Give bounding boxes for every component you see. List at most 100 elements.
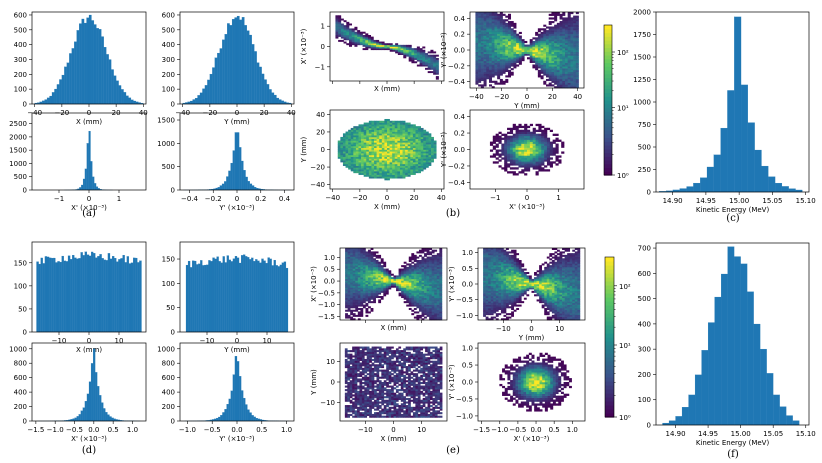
- heatmap-cell: [413, 263, 417, 266]
- heatmap-cell: [501, 149, 505, 152]
- heatmap-cell: [544, 135, 548, 138]
- heatmap-cell: [412, 138, 416, 141]
- heatmap-cell: [478, 40, 482, 44]
- heatmap-cell: [418, 129, 421, 132]
- heatmap-cell: [357, 282, 361, 285]
- heatmap-cell: [556, 37, 560, 40]
- heatmap-cell: [537, 50, 541, 53]
- heatmap-cell: [366, 129, 370, 132]
- heatmap-cell: [402, 120, 406, 123]
- heatmap-cell: [384, 156, 388, 159]
- heatmap-cell: [424, 253, 427, 256]
- heatmap-cell: [494, 64, 498, 67]
- heatmap-cell: [489, 141, 494, 144]
- x-axis-label: X (mm): [76, 346, 102, 354]
- heatmap-cell: [350, 167, 354, 170]
- heatmap-cell: [509, 151, 514, 154]
- heatmap-cell: [570, 50, 574, 53]
- heatmap-cell: [499, 22, 503, 25]
- heatmap-cell: [434, 265, 438, 268]
- heatmap-cell: [374, 122, 377, 125]
- heatmap-cell: [565, 55, 569, 58]
- heatmap-cell: [505, 40, 509, 44]
- heatmap-cell: [370, 277, 374, 280]
- heatmap-cell: [408, 294, 412, 297]
- heatmap-cell: [362, 48, 366, 51]
- heatmap-cell: [429, 302, 433, 305]
- heatmap-cell: [365, 263, 369, 266]
- heatmap-cell: [567, 15, 571, 18]
- heatmap-cell: [497, 75, 501, 78]
- histogram-bar: [254, 187, 257, 191]
- heatmap-cell: [551, 80, 555, 83]
- heatmap-cell: [345, 302, 348, 305]
- heatmap-cell: [490, 318, 494, 321]
- heatmap-cell: [361, 124, 364, 127]
- heatmap-cell: [554, 42, 558, 45]
- heatmap-cell: [433, 62, 437, 65]
- heatmap-cell: [340, 154, 344, 157]
- heatmap-cell: [374, 120, 377, 123]
- heatmap-cell: [475, 42, 479, 45]
- y-tick-label: 1000: [9, 160, 27, 168]
- heatmap-cell: [485, 311, 489, 314]
- heatmap-cell: [387, 158, 390, 161]
- heatmap-cell: [433, 51, 437, 54]
- heatmap-cell: [435, 72, 439, 75]
- heatmap-cell: [350, 140, 354, 143]
- y-tick-label: 1500: [157, 117, 175, 125]
- heatmap-cell: [431, 285, 435, 288]
- heatmap-cell: [551, 12, 555, 15]
- heatmap-cell: [502, 13, 506, 16]
- heatmap-cell: [375, 272, 379, 275]
- heatmap-cell: [554, 40, 558, 44]
- heatmap-cell: [403, 280, 407, 283]
- heatmap-cell: [396, 287, 399, 290]
- heatmap-cell: [350, 311, 354, 314]
- heatmap-cell: [379, 149, 383, 152]
- heatmap-cell: [436, 270, 440, 273]
- heatmap-cell: [515, 133, 519, 136]
- heatmap-cell: [498, 135, 502, 138]
- heatmap-cell: [570, 69, 574, 73]
- heatmap-cell: [401, 282, 404, 285]
- heatmap-cell: [373, 268, 376, 271]
- heatmap-cell: [340, 140, 344, 143]
- heatmap-cell: [504, 149, 508, 152]
- heatmap-cell: [368, 127, 372, 131]
- heatmap-cell: [567, 37, 571, 40]
- heatmap-cell: [436, 278, 440, 281]
- heatmap-cell: [365, 48, 369, 51]
- heatmap-cell: [401, 294, 404, 297]
- heatmap-cell: [429, 301, 433, 304]
- heatmap-cell: [379, 162, 383, 165]
- heatmap-cell: [436, 284, 440, 287]
- heatmap-cell: [512, 163, 516, 166]
- histogram-bar: [285, 267, 289, 333]
- heatmap-cell: [505, 39, 509, 42]
- heatmap-cell: [408, 263, 412, 266]
- heatmap-cell: [394, 133, 398, 136]
- heatmap-cell: [371, 174, 375, 177]
- heatmap-cell: [544, 153, 548, 156]
- heatmap-cell: [406, 48, 410, 51]
- heatmap-cell: [424, 254, 427, 257]
- heatmap-cell: [388, 285, 392, 288]
- heatmap-cell: [387, 162, 390, 165]
- heatmap-cell: [355, 129, 359, 132]
- heatmap-cell: [421, 273, 425, 276]
- heatmap-cell: [575, 40, 579, 44]
- heatmap-cell: [527, 141, 531, 144]
- y-axis-label: X' (×10⁻³): [300, 28, 308, 64]
- heatmap-cell: [405, 147, 409, 150]
- heatmap-cell: [543, 24, 547, 27]
- heatmap-cell: [357, 290, 361, 293]
- heatmap-cell: [357, 263, 361, 266]
- heatmap-cell: [546, 84, 550, 87]
- heatmap-cell: [575, 51, 579, 54]
- heatmap-cell: [527, 44, 531, 47]
- heatmap-cell: [518, 59, 522, 62]
- heatmap-cell: [478, 62, 482, 65]
- heatmap-cell: [524, 50, 528, 53]
- x-tick-label: 1: [117, 195, 121, 203]
